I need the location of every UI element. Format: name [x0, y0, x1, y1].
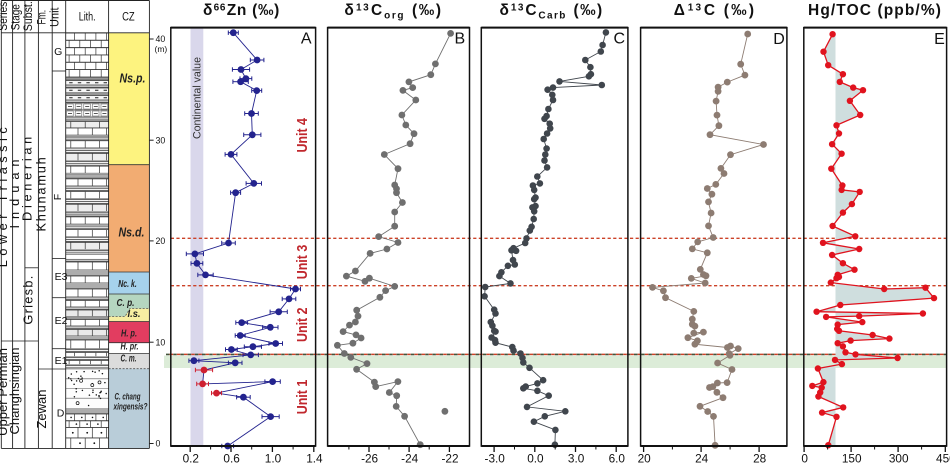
svg-text:H. pr.: H. pr. [121, 342, 139, 353]
svg-text:D: D [57, 407, 65, 419]
svg-text:-3.0: -3.0 [485, 451, 506, 465]
svg-text:0.2: 0.2 [183, 451, 199, 465]
svg-text:300: 300 [889, 451, 909, 465]
svg-text:0.6: 0.6 [223, 451, 240, 465]
svg-text:1.4: 1.4 [306, 451, 323, 465]
svg-text:20: 20 [156, 236, 166, 246]
svg-text:E3: E3 [55, 271, 68, 283]
svg-text:(m): (m) [155, 44, 168, 54]
svg-text:-24: -24 [401, 451, 418, 465]
svg-text:C. chang: C. chang [115, 392, 141, 403]
svg-text:Lith.: Lith. [79, 12, 96, 24]
svg-text:B: B [454, 31, 465, 48]
svg-text:E1: E1 [55, 355, 68, 367]
svg-text:CZ: CZ [122, 12, 135, 24]
svg-text:Nc. k.: Nc. k. [118, 279, 137, 290]
svg-text:Hg/TOC (ppb/%): Hg/TOC (ppb/%) [808, 2, 942, 19]
svg-text:G: G [54, 46, 62, 58]
svg-text:D: D [773, 31, 785, 48]
svg-text:40: 40 [156, 34, 166, 44]
svg-text:24: 24 [695, 451, 709, 465]
svg-text:-26: -26 [361, 451, 378, 465]
svg-text:I.s.: I.s. [128, 309, 141, 320]
svg-text:Unit 4: Unit 4 [295, 118, 311, 153]
svg-text:Continental value: Continental value [192, 57, 204, 139]
svg-text:Upper Permian: Upper Permian [0, 348, 10, 436]
svg-text:Khunamuh: Khunamuh [34, 155, 49, 231]
svg-text:Unit 3: Unit 3 [295, 245, 311, 280]
svg-text:Fm.: Fm. [37, 10, 49, 25]
svg-text:150: 150 [842, 451, 862, 465]
svg-text:0: 0 [156, 439, 161, 449]
svg-text:Unit 1: Unit 1 [295, 380, 311, 415]
svg-text:Induan: Induan [7, 154, 22, 229]
svg-text:Griesb.: Griesb. [21, 274, 36, 324]
svg-text:Stage: Stage [10, 4, 22, 30]
svg-text:C. m.: C. m. [121, 354, 137, 365]
svg-text:Unit: Unit [49, 7, 61, 27]
svg-text:H. p.: H. p. [121, 328, 137, 339]
svg-text:Lower Triassic: Lower Triassic [0, 123, 10, 267]
svg-text:10: 10 [156, 337, 166, 347]
svg-text:450: 450 [936, 451, 950, 465]
svg-text:Dienerian: Dienerian [20, 133, 35, 221]
svg-text:Ns.p.: Ns.p. [120, 71, 146, 85]
svg-text:30: 30 [156, 135, 166, 145]
svg-text:xingensis?: xingensis? [113, 402, 148, 413]
svg-text:A: A [301, 31, 312, 48]
svg-text:δ13CCarb (‰): δ13CCarb (‰) [499, 2, 603, 21]
svg-text:C: C [614, 31, 626, 48]
svg-text:Changhsingian: Changhsingian [7, 348, 22, 435]
svg-text:0.0: 0.0 [527, 451, 544, 465]
svg-text:Δ13C (‰): Δ13C (‰) [674, 2, 756, 19]
svg-text:C. p.: C. p. [117, 298, 135, 309]
svg-text:Ns.d.: Ns.d. [119, 226, 145, 240]
svg-text:E2: E2 [55, 315, 68, 327]
svg-text:3.0: 3.0 [568, 451, 585, 465]
svg-text:Subst.: Subst. [23, 1, 35, 31]
svg-text:Zewan: Zewan [34, 390, 49, 429]
svg-text:F: F [52, 194, 64, 200]
svg-text:20: 20 [638, 451, 652, 465]
svg-text:28: 28 [753, 451, 767, 465]
svg-text:Unit 2: Unit 2 [295, 307, 311, 342]
svg-text:6.0: 6.0 [609, 451, 626, 465]
svg-text:Series: Series [0, 1, 10, 30]
svg-text:E: E [934, 31, 945, 48]
svg-text:1.0: 1.0 [265, 451, 282, 465]
svg-text:0: 0 [801, 451, 808, 465]
svg-text:-22: -22 [441, 451, 458, 465]
